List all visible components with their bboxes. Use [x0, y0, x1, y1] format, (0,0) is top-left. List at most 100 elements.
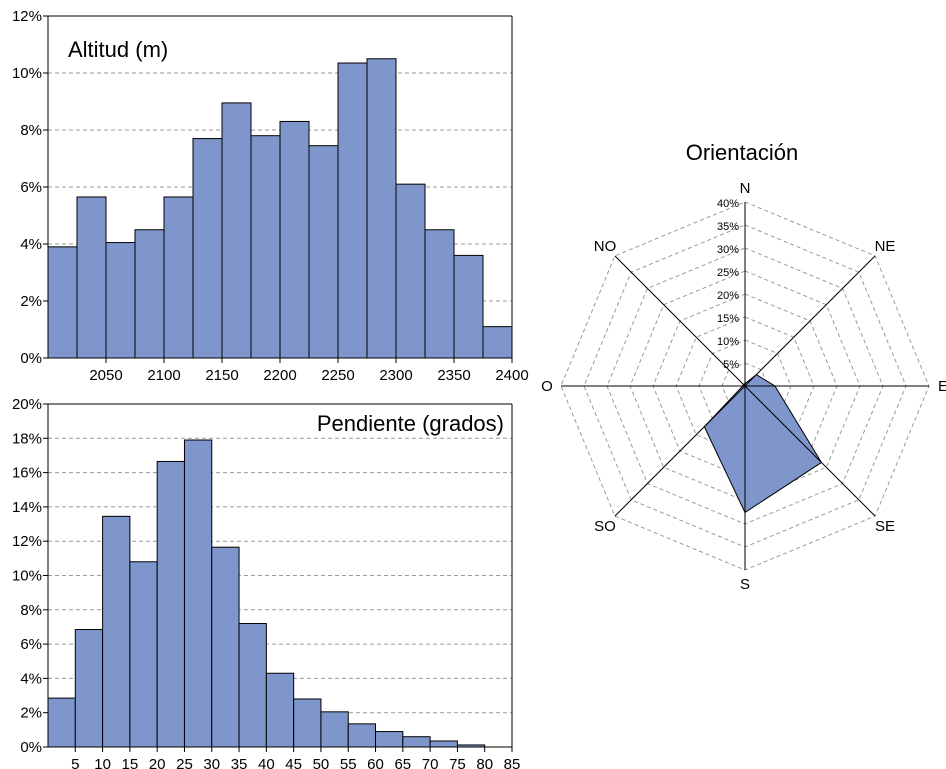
- pendiente-histogram: 0% 2% 4% 6% 8% 10% 12% 14% 16% 18% 20% 5 10 15 20 25 30…: [12, 396, 520, 769]
- x-tick-label: 50: [313, 756, 330, 769]
- pendiente-axes: [43, 403, 513, 752]
- x-tick-label: 2400: [495, 367, 528, 384]
- bar-2000-2025: [47, 246, 78, 359]
- bar-2050-2075: [105, 242, 136, 359]
- y-tick-label: 12%: [12, 533, 42, 550]
- x-tick-label: 70: [422, 756, 439, 769]
- y-tick-label: 10%: [12, 65, 42, 82]
- x-tick-label: 85: [504, 756, 521, 769]
- bar-2375-2400: [482, 326, 513, 359]
- bar-25-30: [183, 439, 213, 748]
- direction-label-SE: SE: [875, 518, 895, 535]
- y-tick-label: 10%: [12, 568, 42, 585]
- y-tick-label: 2%: [20, 705, 42, 722]
- x-tick-label: 65: [394, 756, 411, 769]
- y-tick-label: 4%: [20, 670, 42, 687]
- bar-60-65: [375, 731, 404, 748]
- y-tick-label: 16%: [12, 465, 42, 482]
- bar-2150-2175: [221, 102, 252, 359]
- radial-tick-label: 20%: [717, 290, 739, 302]
- x-tick-label: 2350: [437, 367, 470, 384]
- radial-tick-label: 35%: [717, 221, 739, 233]
- x-tick-label: 25: [176, 756, 193, 769]
- bar-2325-2350: [424, 229, 455, 359]
- y-tick-label: 14%: [12, 499, 42, 516]
- direction-label-NE: NE: [875, 238, 896, 255]
- bar-2075-2100: [134, 229, 165, 359]
- bar-70-75: [429, 740, 458, 748]
- y-tick-label: 4%: [20, 236, 42, 253]
- altitud-y-tick-labels: 0% 2% 4% 6% 8% 10% 12%: [12, 8, 42, 367]
- bar-35-40: [238, 623, 267, 748]
- x-tick-label: 2150: [205, 367, 238, 384]
- pendiente-bars: [47, 439, 486, 748]
- pendiente-title: Pendiente (grados): [317, 411, 504, 436]
- pendiente-x-tick-labels: 5 10 15 20 25 30 35 40 45 50 55 60 65 70 75 80 85: [71, 756, 520, 769]
- orientacion-axes: [561, 202, 929, 570]
- bar-5-10: [74, 629, 104, 748]
- bar-50-55: [320, 711, 349, 748]
- x-tick-label: 55: [340, 756, 357, 769]
- orientacion-data-area: [703, 374, 823, 514]
- bar-30-35: [211, 546, 240, 748]
- bar-2250-2275: [337, 62, 368, 359]
- radial-tick-label: 30%: [717, 244, 739, 256]
- bar-45-50: [293, 698, 322, 748]
- bar-2100-2125: [163, 196, 194, 359]
- x-tick-label: 2200: [263, 367, 296, 384]
- x-tick-label: 15: [122, 756, 139, 769]
- bar-15-20: [129, 561, 158, 748]
- y-tick-label: 8%: [20, 602, 42, 619]
- y-tick-label: 0%: [20, 350, 42, 367]
- x-tick-label: 80: [476, 756, 493, 769]
- radar-spoke-SE: [744, 385, 876, 517]
- bar-0-5: [47, 697, 76, 748]
- bar-10-15: [102, 515, 131, 748]
- bar-65-70: [402, 736, 431, 748]
- y-tick-label: 8%: [20, 122, 42, 139]
- y-tick-label: 12%: [12, 8, 42, 25]
- direction-label-O: O: [541, 378, 553, 395]
- bar-2125-2150: [192, 138, 223, 359]
- orientacion-direction-labels: N NE E SE S SO O NO: [541, 180, 946, 593]
- bar-20-25: [156, 460, 185, 748]
- x-tick-label: 45: [285, 756, 302, 769]
- bar-40-45: [265, 672, 295, 748]
- y-tick-label: 6%: [20, 179, 42, 196]
- bar-2200-2225: [279, 120, 310, 359]
- x-tick-label: 35: [231, 756, 248, 769]
- radial-tick-label: 5%: [723, 359, 739, 371]
- bar-2175-2200: [250, 135, 281, 359]
- y-tick-label: 2%: [20, 293, 42, 310]
- altitud-title: Altitud (m): [68, 37, 168, 62]
- y-tick-label: 0%: [20, 739, 42, 756]
- x-tick-label: 75: [449, 756, 466, 769]
- bar-55-60: [347, 723, 377, 748]
- radial-tick-label: 10%: [717, 336, 739, 348]
- x-tick-label: 20: [149, 756, 166, 769]
- x-tick-label: 2300: [379, 367, 412, 384]
- radial-tick-label: 40%: [717, 198, 739, 210]
- radar-spoke-SO: [614, 385, 746, 517]
- direction-label-N: N: [740, 180, 751, 197]
- bar-2275-2300: [366, 58, 397, 359]
- x-tick-label: 40: [258, 756, 275, 769]
- y-tick-label: 20%: [12, 396, 42, 413]
- radar-spoke-NO: [614, 255, 746, 387]
- pendiente-y-tick-labels: 0% 2% 4% 6% 8% 10% 12% 14% 16% 18% 20%: [12, 396, 42, 756]
- orientacion-radial-tick-labels: 5% 10% 15% 20% 25% 30% 35% 40%: [717, 198, 739, 371]
- radial-tick-label: 25%: [717, 267, 739, 279]
- direction-label-SO: SO: [594, 518, 616, 535]
- x-tick-label: 2250: [321, 367, 354, 384]
- x-tick-label: 30: [203, 756, 220, 769]
- x-tick-label: 10: [94, 756, 111, 769]
- direction-label-S: S: [740, 576, 750, 593]
- y-tick-label: 18%: [12, 430, 42, 447]
- bar-2300-2325: [395, 183, 426, 359]
- bar-2225-2250: [308, 145, 339, 359]
- orientacion-radar: Orientación 5% 10% 15% 20% 25% 30% 35% 40% N NE E…: [541, 140, 946, 593]
- bar-2350-2375: [453, 254, 484, 359]
- orientacion-title: Orientación: [686, 140, 799, 165]
- radial-tick-label: 15%: [717, 313, 739, 325]
